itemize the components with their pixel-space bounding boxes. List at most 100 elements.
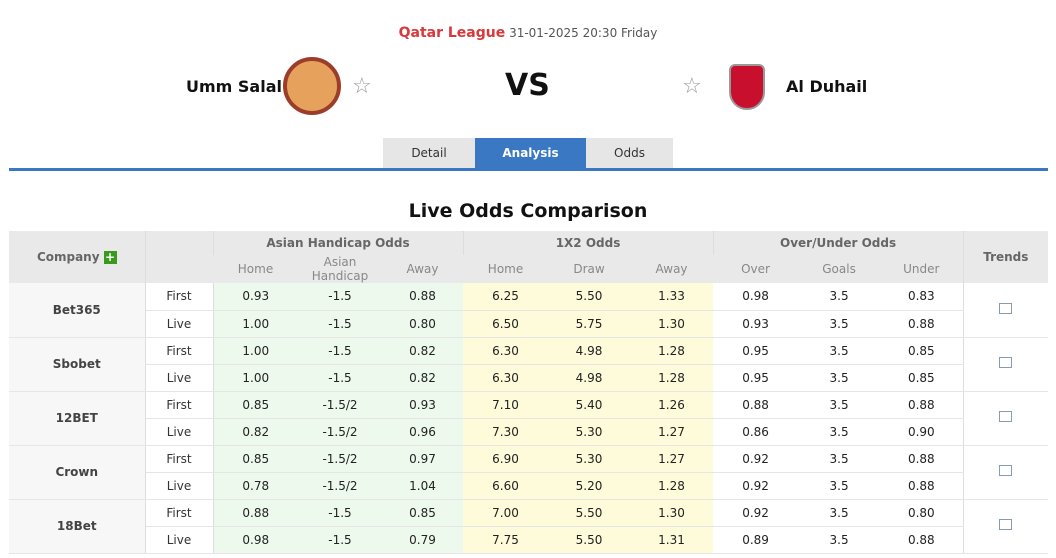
odds-row: Sbobet First 1.00 -1.5 0.82 6.30 4.98 1.28 0.95 3… xyxy=(9,337,1049,392)
odds-value: 0.85 xyxy=(213,445,298,473)
odds-value: 5.50 xyxy=(548,499,631,527)
subheader-over: Over xyxy=(713,255,799,283)
odds-value: 0.88 xyxy=(880,526,964,554)
odds-value: 1.04 xyxy=(382,472,464,500)
odds-value: 7.00 xyxy=(463,499,549,527)
odds-value: 5.50 xyxy=(548,526,631,554)
odds-row: 18Bet First 0.88 -1.5 0.85 7.00 5.50 1.30 0.92 3.… xyxy=(9,499,1049,554)
odds-value: -1.5/2 xyxy=(298,445,382,473)
vs-label: VS xyxy=(505,68,550,103)
odds-value: 0.93 xyxy=(713,310,799,338)
odds-row: Bet365 First 0.93 -1.5 0.88 6.25 5.50 1.33 0.98 3… xyxy=(9,283,1049,338)
odds-value: 3.5 xyxy=(798,526,881,554)
trend-chart-icon[interactable] xyxy=(999,302,1013,314)
subheader-goals: Goals xyxy=(798,255,881,283)
tab-odds[interactable]: Odds xyxy=(586,138,673,168)
odds-value: -1.5 xyxy=(298,526,382,554)
trend-chart-icon[interactable] xyxy=(999,465,1013,476)
company-name[interactable]: Crown xyxy=(9,445,146,500)
odds-table: Company + Asian Handicap Odds 1X2 Odds Ov… xyxy=(9,231,1049,554)
ou-header: Over/Under Odds xyxy=(712,231,964,255)
odds-type: Live xyxy=(145,364,214,392)
subheader-home: Home xyxy=(463,255,549,283)
odds-row: Live 1.00 -1.5 0.82 6.30 4.98 1.28 0.95 3.5 0.85 xyxy=(9,364,1048,392)
odds-type: First xyxy=(145,391,214,419)
odds-value: -1.5/2 xyxy=(298,418,382,446)
odds-value: 0.82 xyxy=(213,418,298,446)
odds-type: Live xyxy=(145,310,214,338)
odds-value: 1.00 xyxy=(213,310,298,338)
odds-value: -1.5/2 xyxy=(298,391,382,419)
odds-value: 6.30 xyxy=(463,337,549,365)
odds-value: 1.30 xyxy=(630,310,714,338)
odds-value: 3.5 xyxy=(798,391,881,419)
odds-value: 0.88 xyxy=(213,499,298,527)
odds-value: 0.96 xyxy=(382,418,464,446)
odds-value: 0.88 xyxy=(880,391,964,419)
odds-value: 4.98 xyxy=(548,337,631,365)
tab-underline xyxy=(9,168,1048,171)
home-favorite-star-icon[interactable]: ☆ xyxy=(352,74,372,99)
odds-value: 0.88 xyxy=(382,283,464,311)
trend-cell xyxy=(962,445,1049,500)
company-name[interactable]: Sbobet xyxy=(9,337,146,392)
odds-value: -1.5 xyxy=(298,337,382,365)
odds-value: 3.5 xyxy=(798,418,881,446)
subheader-away: Away xyxy=(630,255,714,283)
home-team-name[interactable]: Umm Salal xyxy=(186,77,282,96)
odds-value: 1.27 xyxy=(630,418,714,446)
odds-value: 3.5 xyxy=(798,337,881,365)
trend-chart-icon[interactable] xyxy=(999,357,1013,368)
odds-type: Live xyxy=(145,472,214,500)
odds-value: 0.79 xyxy=(382,526,464,554)
odds-value: 5.50 xyxy=(548,283,631,311)
add-company-icon[interactable]: + xyxy=(103,250,117,264)
trend-chart-icon[interactable] xyxy=(999,411,1013,422)
trend-cell xyxy=(962,499,1049,554)
odds-value: 3.5 xyxy=(798,364,881,392)
odds-row: Live 1.00 -1.5 0.80 6.50 5.75 1.30 0.93 3.5 0.88 xyxy=(9,310,1048,338)
company-name[interactable]: Bet365 xyxy=(9,283,146,338)
odds-value: 1.00 xyxy=(213,364,298,392)
odds-value: 5.30 xyxy=(548,445,631,473)
odds-row: Live 0.78 -1.5/2 1.04 6.60 5.20 1.28 0.92 3.5 0.8… xyxy=(9,472,1048,500)
odds-value: 1.33 xyxy=(630,283,714,311)
trend-chart-icon[interactable] xyxy=(999,519,1013,530)
subheader-home: Home xyxy=(213,255,298,283)
odds-value: 0.93 xyxy=(213,283,298,311)
subheader-draw: Draw xyxy=(548,255,631,283)
subheader-under: Under xyxy=(880,255,964,283)
odds-value: 5.75 xyxy=(548,310,631,338)
subheader-asian-handicap: Asian Handicap xyxy=(298,255,382,283)
odds-value: 5.30 xyxy=(548,418,631,446)
odds-value: 0.98 xyxy=(713,283,799,311)
company-name[interactable]: 18Bet xyxy=(9,499,146,554)
company-name[interactable]: 12BET xyxy=(9,391,146,446)
away-favorite-star-icon[interactable]: ☆ xyxy=(682,74,702,99)
odds-value: 6.25 xyxy=(463,283,549,311)
tab-detail[interactable]: Detail xyxy=(383,138,475,168)
trend-cell xyxy=(962,337,1049,392)
odds-value: 7.30 xyxy=(463,418,549,446)
odds-value: 0.90 xyxy=(880,418,964,446)
odds-value: 0.92 xyxy=(713,445,799,473)
odds-value: 0.93 xyxy=(382,391,464,419)
odds-value: 0.88 xyxy=(880,472,964,500)
odds-value: 0.83 xyxy=(880,283,964,311)
odds-value: -1.5 xyxy=(298,364,382,392)
away-team-name[interactable]: Al Duhail xyxy=(786,77,868,96)
odds-type: First xyxy=(145,283,214,311)
odds-value: 0.86 xyxy=(713,418,799,446)
ah-header: Asian Handicap Odds xyxy=(212,231,464,255)
match-tabs: Detail Analysis Odds xyxy=(383,138,673,168)
odds-value: 4.98 xyxy=(548,364,631,392)
tab-analysis[interactable]: Analysis xyxy=(475,138,586,168)
odds-value: 6.50 xyxy=(463,310,549,338)
odds-value: 0.85 xyxy=(213,391,298,419)
odds-type: Live xyxy=(145,418,214,446)
odds-type: First xyxy=(145,445,214,473)
league-link[interactable]: Qatar League xyxy=(398,25,506,41)
odds-value: 0.82 xyxy=(382,337,464,365)
odds-row: 12BET First 0.85 -1.5/2 0.93 7.10 5.40 1.26 0.88… xyxy=(9,391,1049,446)
odds-value: 5.20 xyxy=(548,472,631,500)
